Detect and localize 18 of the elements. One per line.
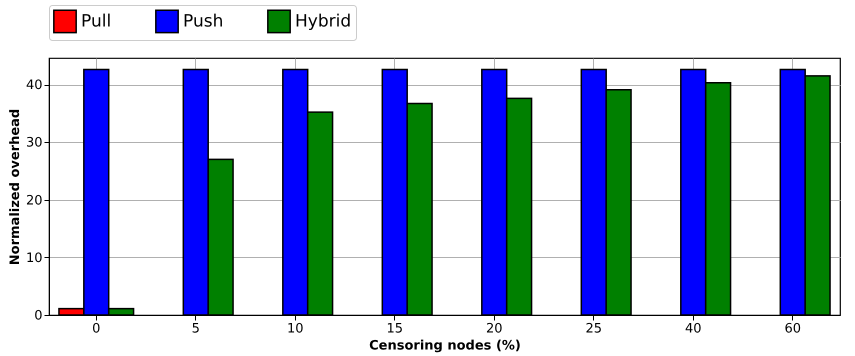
x-tick-label: 40: [684, 322, 702, 336]
y-tick-label: 40: [26, 78, 42, 94]
x-tick-label: 10: [286, 322, 304, 336]
y-tick-label: 10: [26, 250, 42, 266]
x-tick-label: 25: [585, 322, 602, 336]
y-tick-label: 0: [34, 308, 42, 324]
x-axis-title: Censoring nodes (%): [369, 338, 521, 354]
x-tick-label: 20: [486, 322, 503, 336]
y-tick-label: 20: [26, 193, 42, 208]
legend-label: Push: [183, 11, 224, 32]
x-tick-label: 0: [92, 322, 100, 336]
x-tick-label: 5: [192, 322, 200, 336]
x-tick-label: 15: [386, 322, 404, 336]
legend-label: Pull: [81, 11, 112, 32]
y-tick-label: 30: [26, 136, 42, 151]
y-axis-title: Normalized overhead: [8, 108, 23, 266]
x-tick-label: 60: [784, 322, 802, 336]
legend-label: Hybrid: [295, 11, 352, 32]
